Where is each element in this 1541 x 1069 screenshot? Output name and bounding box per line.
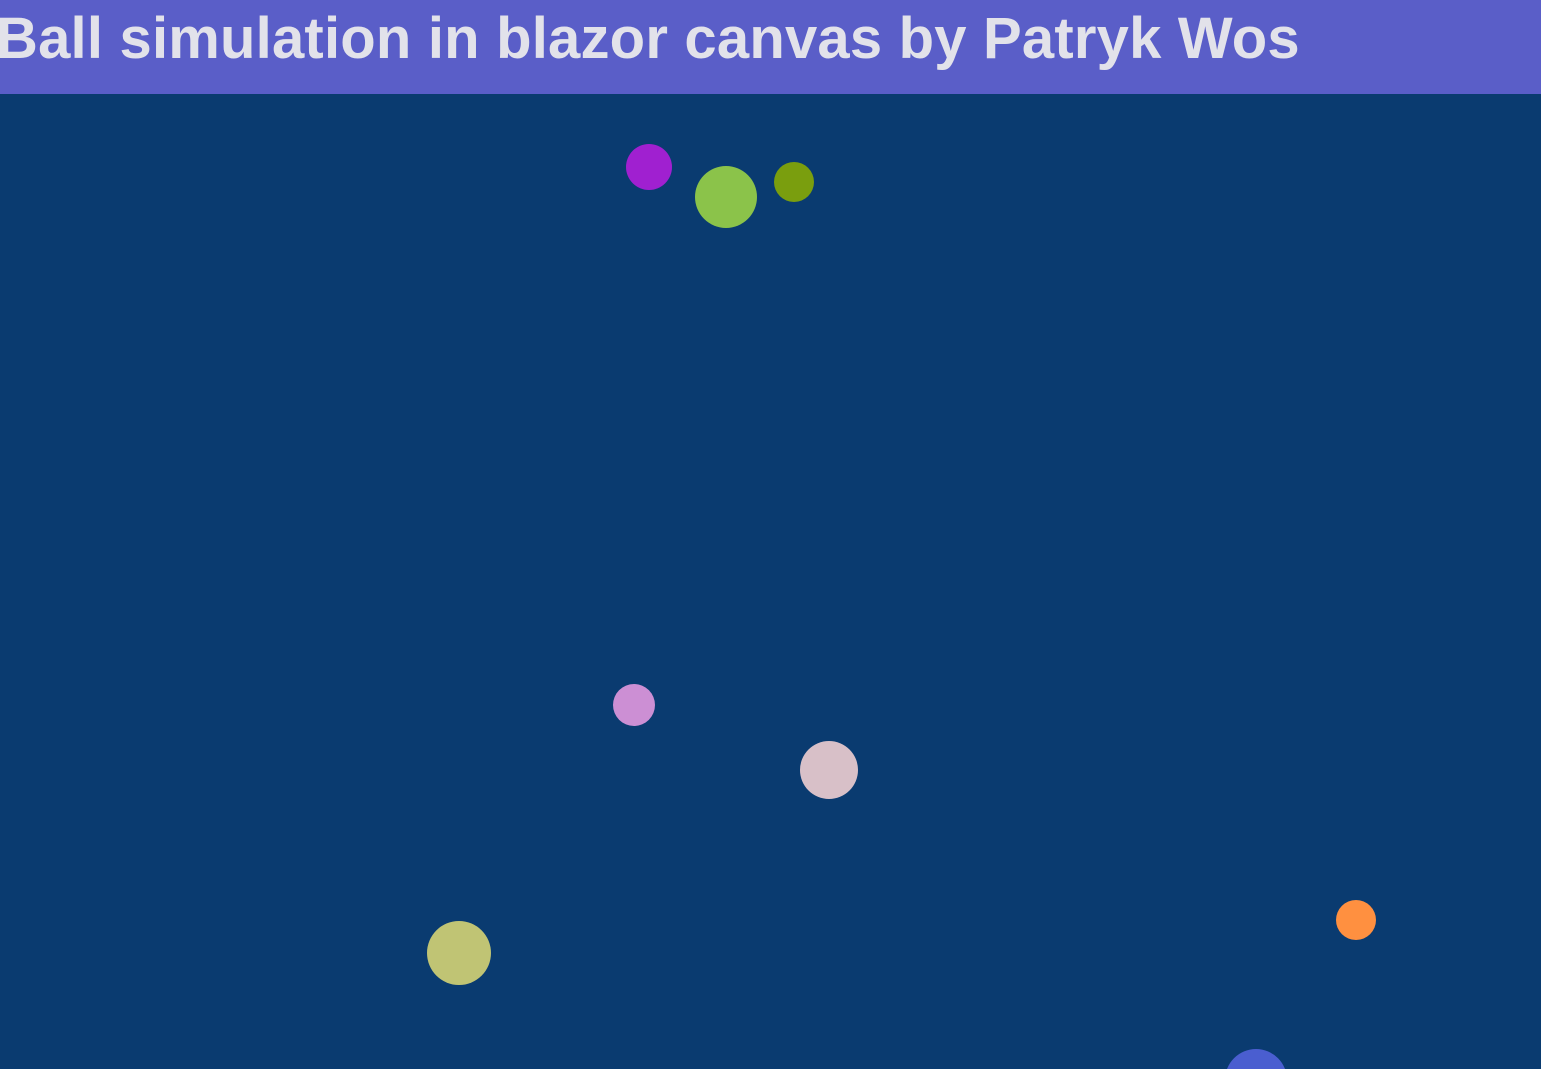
page-header: Ball simulation in blazor canvas by Patr… [0, 0, 1541, 94]
ball-orange [1336, 900, 1376, 940]
ball-lavender [613, 684, 655, 726]
ball-olive [774, 162, 814, 202]
ball-canvas-svg [427, 144, 1376, 1069]
ball-khaki [427, 921, 491, 985]
simulation-canvas[interactable] [0, 94, 1541, 1069]
page-title: Ball simulation in blazor canvas by Patr… [0, 6, 1300, 71]
ball-purple [626, 144, 672, 190]
ball-blue [1227, 1049, 1285, 1069]
ball-pale-pink [800, 741, 858, 799]
ball-light-green [695, 166, 757, 228]
